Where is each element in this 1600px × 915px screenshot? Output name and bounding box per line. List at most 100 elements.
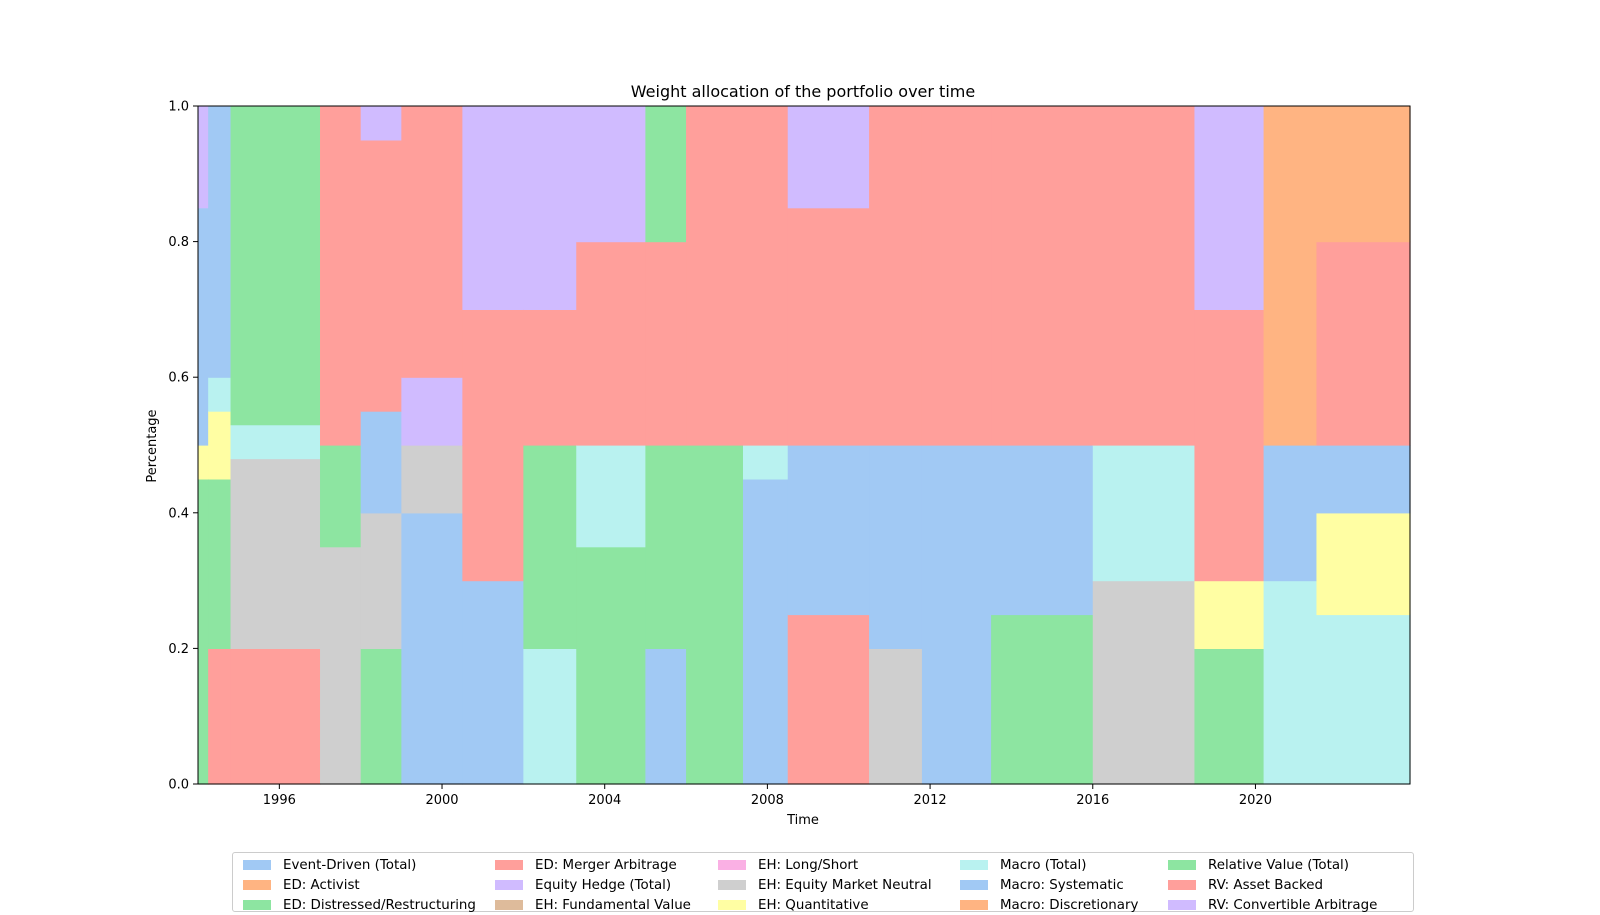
area-band-12-3 [787,106,870,209]
legend-label: Relative Value (Total) [1208,857,1350,873]
area-band-1-0 [208,648,232,785]
area-band-9-0 [645,648,687,785]
area-band-7-2 [523,309,577,446]
area-band-6-3 [462,106,524,310]
area-band-12-1 [787,445,870,616]
legend: Event-Driven (Total) ED: Activist ED: Dist… [232,852,1414,915]
legend-item: ED: Activist [243,875,360,895]
legend-swatch [718,900,746,910]
legend-swatch [960,900,988,910]
legend-label: RV: Asset Backed [1208,877,1324,893]
area-band-2-0 [230,648,321,785]
area-band-15-0 [991,614,1094,785]
legend-swatch [495,860,523,870]
area-band-16-0 [1092,580,1196,785]
area-band-10-1 [686,106,744,446]
area-band-19-2 [1316,445,1411,514]
area-band-18-0 [1263,580,1318,785]
legend-item: Relative Value (Total) [1168,855,1349,875]
legend-swatch [243,900,271,910]
area-band-17-1 [1194,580,1265,649]
area-band-4-1 [360,512,402,649]
area-band-8-3 [576,106,646,243]
legend-item: Macro: Discretionary [960,895,1138,915]
area-band-13-2 [869,106,923,446]
area-band-4-2 [360,411,402,514]
legend-item: Event-Driven (Total) [243,855,416,875]
legend-item: ED: Distressed/Restructuring [243,895,476,915]
area-band-2-2 [230,424,321,460]
y-tick-label: 0.0 [168,778,189,793]
legend-swatch [243,880,271,890]
area-band-6-2 [462,309,524,446]
area-band-19-1 [1316,512,1411,616]
area-band-13-0 [869,648,923,785]
area-band-8-2 [576,241,646,446]
legend-item: EH: Long/Short [718,855,858,875]
area-band-8-0 [576,546,646,785]
area-band-19-3 [1316,241,1411,446]
area-band-5-3 [401,106,463,378]
area-band-1-3 [208,377,232,412]
legend-item: EH: Equity Market Neutral [718,875,932,895]
legend-label: ED: Merger Arbitrage [535,857,677,873]
legend-item: ED: Merger Arbitrage [495,855,677,875]
area-band-0-0 [198,478,209,785]
legend-swatch [495,880,523,890]
x-tick-label: 2020 [1239,793,1272,808]
area-band-1-1 [208,478,232,649]
area-band-19-0 [1316,614,1411,785]
area-band-9-2 [645,241,687,446]
x-tick-label: 2012 [914,793,947,808]
y-axis-ticks: 0.0 0.2 0.4 0.6 0.8 1.0 [168,100,198,793]
x-axis-label: Time [786,813,819,828]
plot-area [198,106,1411,785]
legend-label: EH: Long/Short [758,857,859,873]
legend-swatch [495,900,523,910]
area-band-13-1 [869,445,923,649]
y-tick-label: 0.6 [168,371,189,386]
legend-swatch [243,860,271,870]
area-band-4-3 [360,139,402,412]
legend-swatch [718,880,746,890]
area-band-5-1 [401,445,463,514]
area-band-3-1 [320,445,362,548]
legend-label: Event-Driven (Total) [283,857,417,873]
area-band-0-1 [198,445,209,480]
x-axis-ticks: 1996 2000 2004 2008 2012 2016 2020 [263,784,1272,808]
area-band-14-1 [921,106,992,446]
legend-swatch [960,860,988,870]
area-band-18-1 [1263,445,1318,582]
area-band-11-1 [742,445,789,480]
area-band-2-1 [230,458,321,649]
area-band-4-0 [360,648,402,785]
plot-frame [197,105,1411,785]
area-band-9-3 [645,106,687,243]
area-band-12-2 [787,207,870,446]
legend-label: EH: Equity Market Neutral [758,877,932,893]
area-band-12-0 [787,614,870,785]
legend-label: Macro: Systematic [1000,877,1124,893]
legend-swatch [1168,880,1196,890]
y-tick-label: 0.4 [168,506,189,521]
area-band-17-3 [1194,106,1265,310]
y-tick-label: 0.8 [168,235,189,250]
area-band-18-2 [1263,106,1318,446]
legend-item: Macro (Total) [960,855,1087,875]
area-band-7-0 [523,648,577,785]
area-band-7-3 [523,106,577,310]
x-tick-label: 2004 [588,793,621,808]
area-band-7-1 [523,445,577,649]
x-tick-label: 1996 [263,793,296,808]
area-band-10-0 [686,445,744,785]
area-band-9-1 [645,445,687,649]
y-tick-label: 1.0 [168,100,189,115]
legend-label: ED: Activist [283,877,360,893]
legend-swatch [718,860,746,870]
area-band-2-3 [230,106,321,426]
area-band-6-0 [462,580,524,785]
area-band-15-2 [991,106,1094,446]
area-band-3-0 [320,546,362,785]
chart-title: Weight allocation of the portfolio over … [631,82,975,101]
area-band-5-2 [401,377,463,446]
